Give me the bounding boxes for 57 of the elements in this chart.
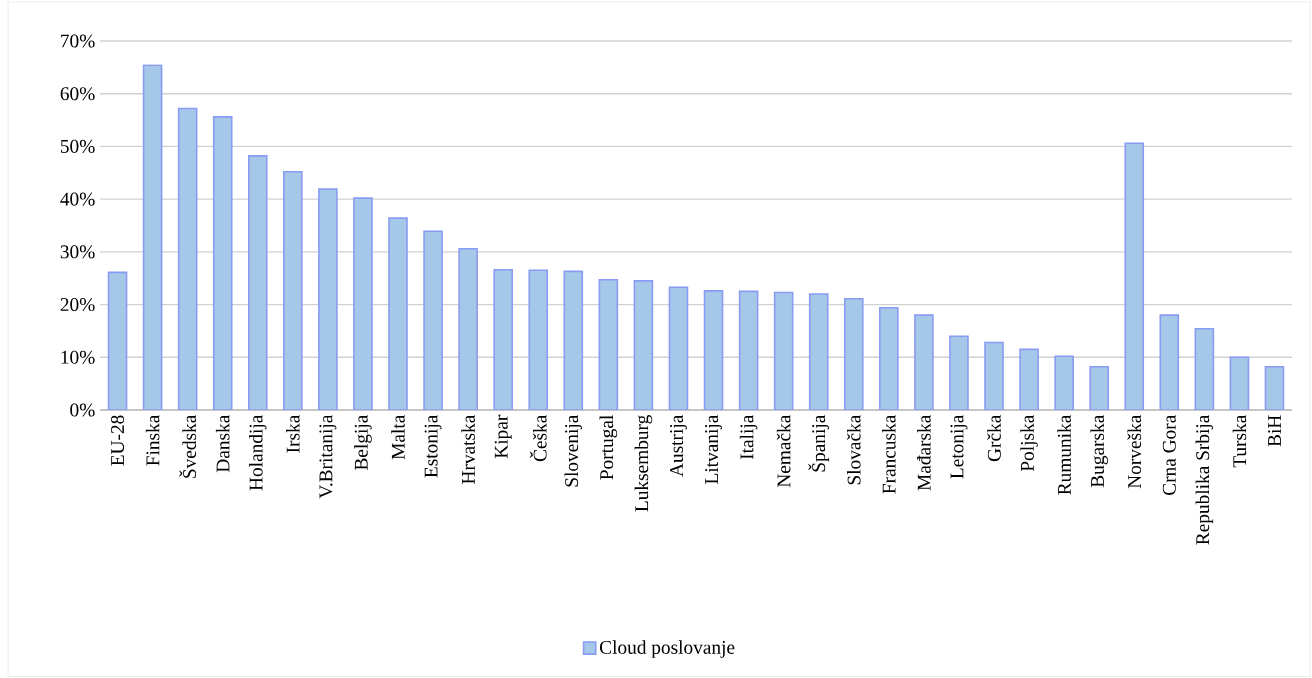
x-tick-label: Danska: [215, 414, 230, 473]
x-tick-label: Republika Srbija: [1195, 414, 1214, 545]
bar: [773, 291, 794, 410]
x-tick-label: Malta: [391, 414, 405, 460]
x-tick-label: Crna Gora: [1162, 414, 1176, 495]
bar: [703, 290, 724, 410]
x-tick-label: Hrvatska: [461, 414, 475, 484]
x-tick-label: Bugarska: [1090, 414, 1108, 488]
y-tick-label: 30%: [60, 245, 95, 259]
y-tick-label: 40%: [60, 192, 95, 206]
bar: [598, 279, 619, 410]
x-tick-label: Slovenija: [564, 414, 583, 487]
x-tick-label: Rumunika: [1057, 414, 1071, 495]
y-tick-label: 60%: [60, 87, 95, 101]
x-tick-label: Belgija: [354, 414, 372, 470]
x-tick-label: V.Britanija: [319, 414, 337, 499]
bar: [668, 286, 689, 410]
x-tick-label: Luksemburg: [634, 415, 653, 512]
bar: [142, 64, 163, 410]
y-tick-label: 50%: [60, 139, 95, 153]
x-tick-label: Finska: [145, 414, 160, 466]
x-tick-label: Grčka: [987, 414, 1001, 462]
bar: [1264, 365, 1285, 410]
x-tick-label: Češka: [529, 414, 547, 462]
x-tick-label: Švedska: [179, 414, 197, 478]
y-tick-label: 70%: [61, 34, 95, 48]
bar: [1194, 328, 1215, 410]
y-tick-label: 0%: [70, 403, 95, 417]
x-tick-label: Austrija: [670, 414, 687, 477]
y-tick-label: 10%: [61, 350, 95, 364]
y-tick-label: 20%: [60, 298, 95, 312]
bar: [563, 270, 584, 410]
x-tick-label: BiH: [1268, 415, 1281, 447]
x-tick-label: Italija: [739, 414, 758, 460]
x-tick-label: Norveška: [1127, 414, 1142, 489]
x-tick-label: Letonija: [950, 414, 968, 479]
x-tick-label: Nemačka: [776, 414, 791, 488]
x-tick-label: Litvanija: [705, 414, 722, 484]
x-tick-label: Španija: [808, 414, 830, 472]
x-tick-label: Francuska: [882, 414, 896, 494]
bar: [1229, 356, 1250, 410]
bar: [1159, 314, 1180, 410]
bar: [107, 271, 128, 410]
x-tick-label: Portugal: [599, 415, 618, 480]
x-tick-label: Irska: [286, 414, 300, 453]
legend-label: Cloud poslovanje: [599, 640, 735, 658]
x-tick-label: Slovačka: [846, 414, 861, 485]
x-tick-label: Turska: [1232, 414, 1247, 468]
x-tick-label: Poljska: [1020, 414, 1038, 472]
x-tick-label: Mađarska: [917, 414, 931, 491]
bar: [738, 290, 759, 410]
x-tick-label: EU-28: [111, 415, 125, 466]
x-tick-label: Holandija: [248, 414, 267, 491]
bar: [177, 107, 198, 410]
x-tick-label: Estonija: [424, 414, 442, 478]
bar: [633, 280, 654, 410]
x-tick-label: Kipar: [494, 414, 512, 459]
